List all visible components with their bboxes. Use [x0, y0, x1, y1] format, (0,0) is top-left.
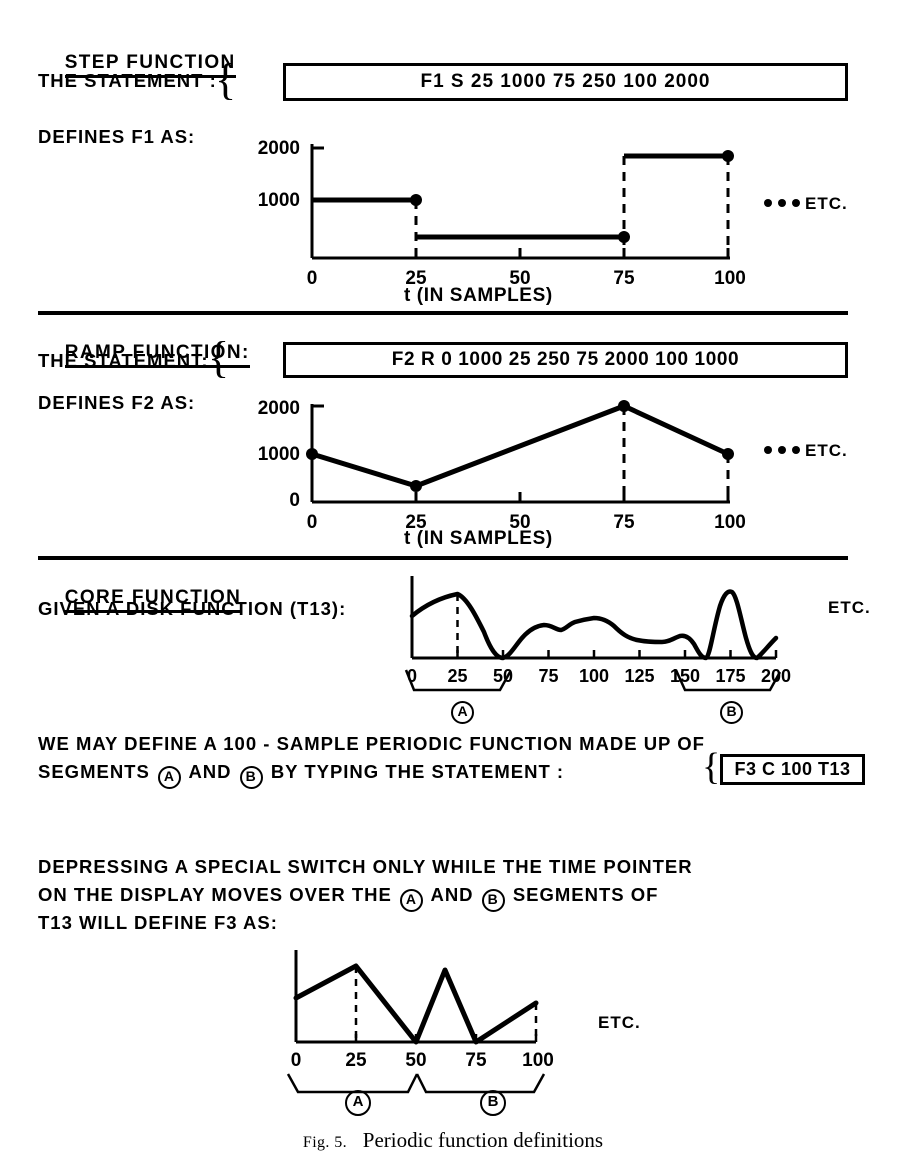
t13-etc-label: ETC.	[828, 598, 871, 617]
step-marker-75	[618, 231, 630, 243]
f3-xtick-0: 0	[291, 1050, 302, 1071]
ramp-xtick-25: 25	[405, 512, 427, 533]
step-defines-label: DEFINES F1 AS:	[38, 126, 196, 147]
t13-brace-b	[674, 669, 782, 692]
step-etc-dots-icon	[764, 199, 800, 207]
core-para2-line3: T13 WILL DEFINE F3 AS:	[38, 912, 278, 933]
step-ytick-2000: 2000	[258, 138, 300, 159]
ramp-marker-0	[306, 448, 318, 460]
ramp-marker-75	[618, 400, 630, 412]
segment-b-circle-f3: B	[480, 1090, 506, 1116]
ramp-marker-25	[410, 480, 422, 492]
t13-xtick-25: 25	[447, 666, 467, 686]
core-section-heading: CORE FUNCTION	[38, 565, 242, 635]
step-xtick-75: 75	[613, 268, 635, 289]
segment-b-circle-inline-2: B	[481, 889, 505, 912]
f3-etc-label: ETC.	[598, 1013, 641, 1032]
step-xtick-25: 25	[405, 268, 427, 289]
step-etc-label: ETC.	[805, 194, 848, 213]
section-divider-2	[38, 556, 848, 560]
step-marker-100	[722, 150, 734, 162]
step-xtick-100: 100	[714, 268, 746, 289]
step-section-heading: STEP FUNCTION	[38, 30, 236, 100]
f3-segment-a-badge: A	[343, 1090, 373, 1116]
core-para1-mid: AND	[188, 761, 232, 782]
figure-caption-prefix: Fig. 5.	[302, 1134, 348, 1151]
segment-a-circle-inline-2: A	[399, 889, 423, 912]
core-para2-pre: ON THE DISPLAY MOVES OVER THE	[38, 884, 392, 905]
core-para2-line1: DEPRESSING A SPECIAL SWITCH ONLY WHILE T…	[38, 856, 693, 877]
ramp-xtick-75: 75	[613, 512, 635, 533]
f3-xtick-50: 50	[405, 1050, 426, 1071]
section-divider-1	[38, 311, 848, 315]
disk-function-T13-chart: 0 25 50 75 100 125 150 175 200	[404, 576, 791, 692]
ramp-ytick-2000: 2000	[258, 398, 300, 419]
step-xtick-50: 50	[509, 268, 530, 289]
segment-a-circle-f3: A	[345, 1090, 371, 1116]
t13-xtick-150: 150	[670, 666, 700, 686]
ramp-axis-label: t (IN SAMPLES)	[404, 528, 553, 549]
periodic-function-F3-chart: 0 25 50 75 100	[286, 950, 554, 1094]
t13-xtick-0: 0	[407, 666, 417, 686]
core-para2-line2: ON THE DISPLAY MOVES OVER THE A AND B SE…	[38, 884, 658, 912]
core-para2-post: SEGMENTS OF	[512, 884, 659, 905]
t13-xtick-75: 75	[538, 666, 558, 686]
t13-xtick-50: 50	[493, 666, 513, 686]
ramp-defines-label: DEFINES F2 AS:	[38, 392, 196, 413]
segment-a-circle-inline-1: A	[157, 766, 181, 789]
core-para1-line1: WE MAY DEFINE A 100 - SAMPLE PERIODIC FU…	[38, 733, 705, 754]
core-para2-mid: AND	[430, 884, 474, 905]
ramp-statement-label: THE STATEMENT:	[38, 350, 209, 371]
step-statement-brace: {	[215, 55, 237, 104]
f3-xtick-75: 75	[465, 1050, 487, 1071]
f3-segment-b-badge: B	[478, 1090, 508, 1116]
t13-segment-a-badge: A	[449, 700, 476, 724]
step-xtick-0: 0	[307, 268, 318, 289]
segment-b-circle: B	[720, 701, 743, 724]
ramp-xtick-0: 0	[307, 512, 318, 533]
segment-b-circle-inline-1: B	[239, 766, 263, 789]
core-para1-post: BY TYPING THE STATEMENT :	[270, 761, 565, 782]
ramp-ytick-0: 0	[289, 490, 300, 511]
figure-caption-text: Periodic function definitions	[362, 1128, 604, 1152]
ramp-section-heading: RAMP FUNCTION:	[38, 320, 250, 390]
figure-caption: Fig. 5. Periodic function definitions	[0, 1128, 906, 1153]
core-para1-line2: SEGMENTS A AND B BY TYPING THE STATEMENT…	[38, 761, 564, 789]
step-statement-label: THE STATEMENT :	[38, 70, 217, 91]
ramp-statement-brace: {	[208, 333, 230, 382]
t13-xtick-175: 175	[715, 666, 745, 686]
ramp-xtick-100: 100	[714, 512, 746, 533]
t13-xtick-200: 200	[761, 666, 791, 686]
step-marker-25	[410, 194, 422, 206]
core-statement-brace: {	[702, 746, 721, 788]
step-function-chart: 2000 1000 0 25 50 75 100	[258, 138, 746, 289]
t13-xtick-125: 125	[624, 666, 654, 686]
step-ytick-1000: 1000	[258, 190, 300, 211]
core-para1-pre: SEGMENTS	[38, 761, 150, 782]
ramp-xtick-50: 50	[509, 512, 530, 533]
ramp-etc-dots-icon	[764, 446, 800, 454]
t13-xtick-100: 100	[579, 666, 609, 686]
segment-a-circle: A	[451, 701, 474, 724]
t13-segment-b-badge: B	[718, 700, 745, 724]
f3-xtick-25: 25	[345, 1050, 367, 1071]
ramp-etc-label: ETC.	[805, 441, 848, 460]
step-axis-label: t (IN SAMPLES)	[404, 285, 553, 306]
t13-brace-a	[404, 669, 512, 692]
core-given-label: GIVEN A DISK FUNCTION (T13):	[38, 598, 347, 619]
ramp-ytick-1000: 1000	[258, 444, 300, 465]
ramp-marker-100	[722, 448, 734, 460]
ramp-statement-box[interactable]: F2 R 0 1000 25 250 75 2000 100 1000	[283, 342, 848, 378]
f3-brace-b	[415, 1073, 546, 1094]
f3-xtick-100: 100	[522, 1050, 554, 1071]
core-statement-box[interactable]: F3 C 100 T13	[720, 754, 865, 785]
step-statement-box[interactable]: F1 S 25 1000 75 250 100 2000	[283, 63, 848, 101]
ramp-function-chart: 2000 1000 0 0 25 50 75 100	[258, 398, 746, 533]
